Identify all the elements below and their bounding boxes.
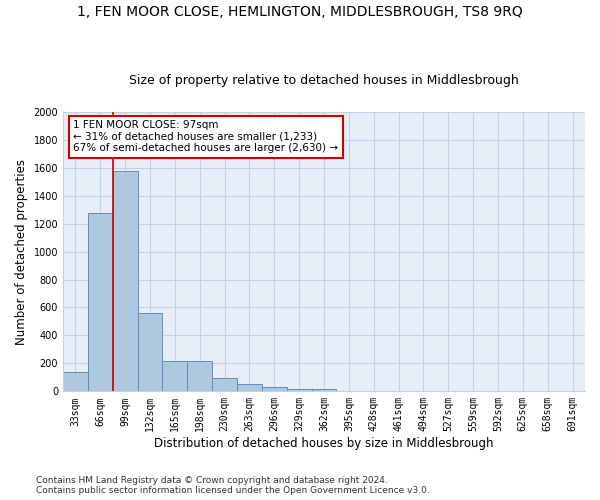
- Bar: [262, 388, 287, 392]
- Text: 1 FEN MOOR CLOSE: 97sqm
← 31% of detached houses are smaller (1,233)
67% of semi: 1 FEN MOOR CLOSE: 97sqm ← 31% of detache…: [73, 120, 338, 154]
- Bar: [113, 171, 137, 392]
- Bar: [287, 389, 311, 392]
- Y-axis label: Number of detached properties: Number of detached properties: [15, 158, 28, 344]
- Text: Contains HM Land Registry data © Crown copyright and database right 2024.
Contai: Contains HM Land Registry data © Crown c…: [36, 476, 430, 495]
- Bar: [163, 360, 187, 392]
- Bar: [237, 384, 262, 392]
- Title: Size of property relative to detached houses in Middlesbrough: Size of property relative to detached ho…: [129, 74, 519, 87]
- Bar: [137, 313, 163, 392]
- Bar: [63, 372, 88, 392]
- Bar: [187, 360, 212, 392]
- X-axis label: Distribution of detached houses by size in Middlesbrough: Distribution of detached houses by size …: [154, 437, 494, 450]
- Bar: [212, 378, 237, 392]
- Bar: [88, 213, 113, 392]
- Text: 1, FEN MOOR CLOSE, HEMLINGTON, MIDDLESBROUGH, TS8 9RQ: 1, FEN MOOR CLOSE, HEMLINGTON, MIDDLESBR…: [77, 5, 523, 19]
- Bar: [311, 389, 337, 392]
